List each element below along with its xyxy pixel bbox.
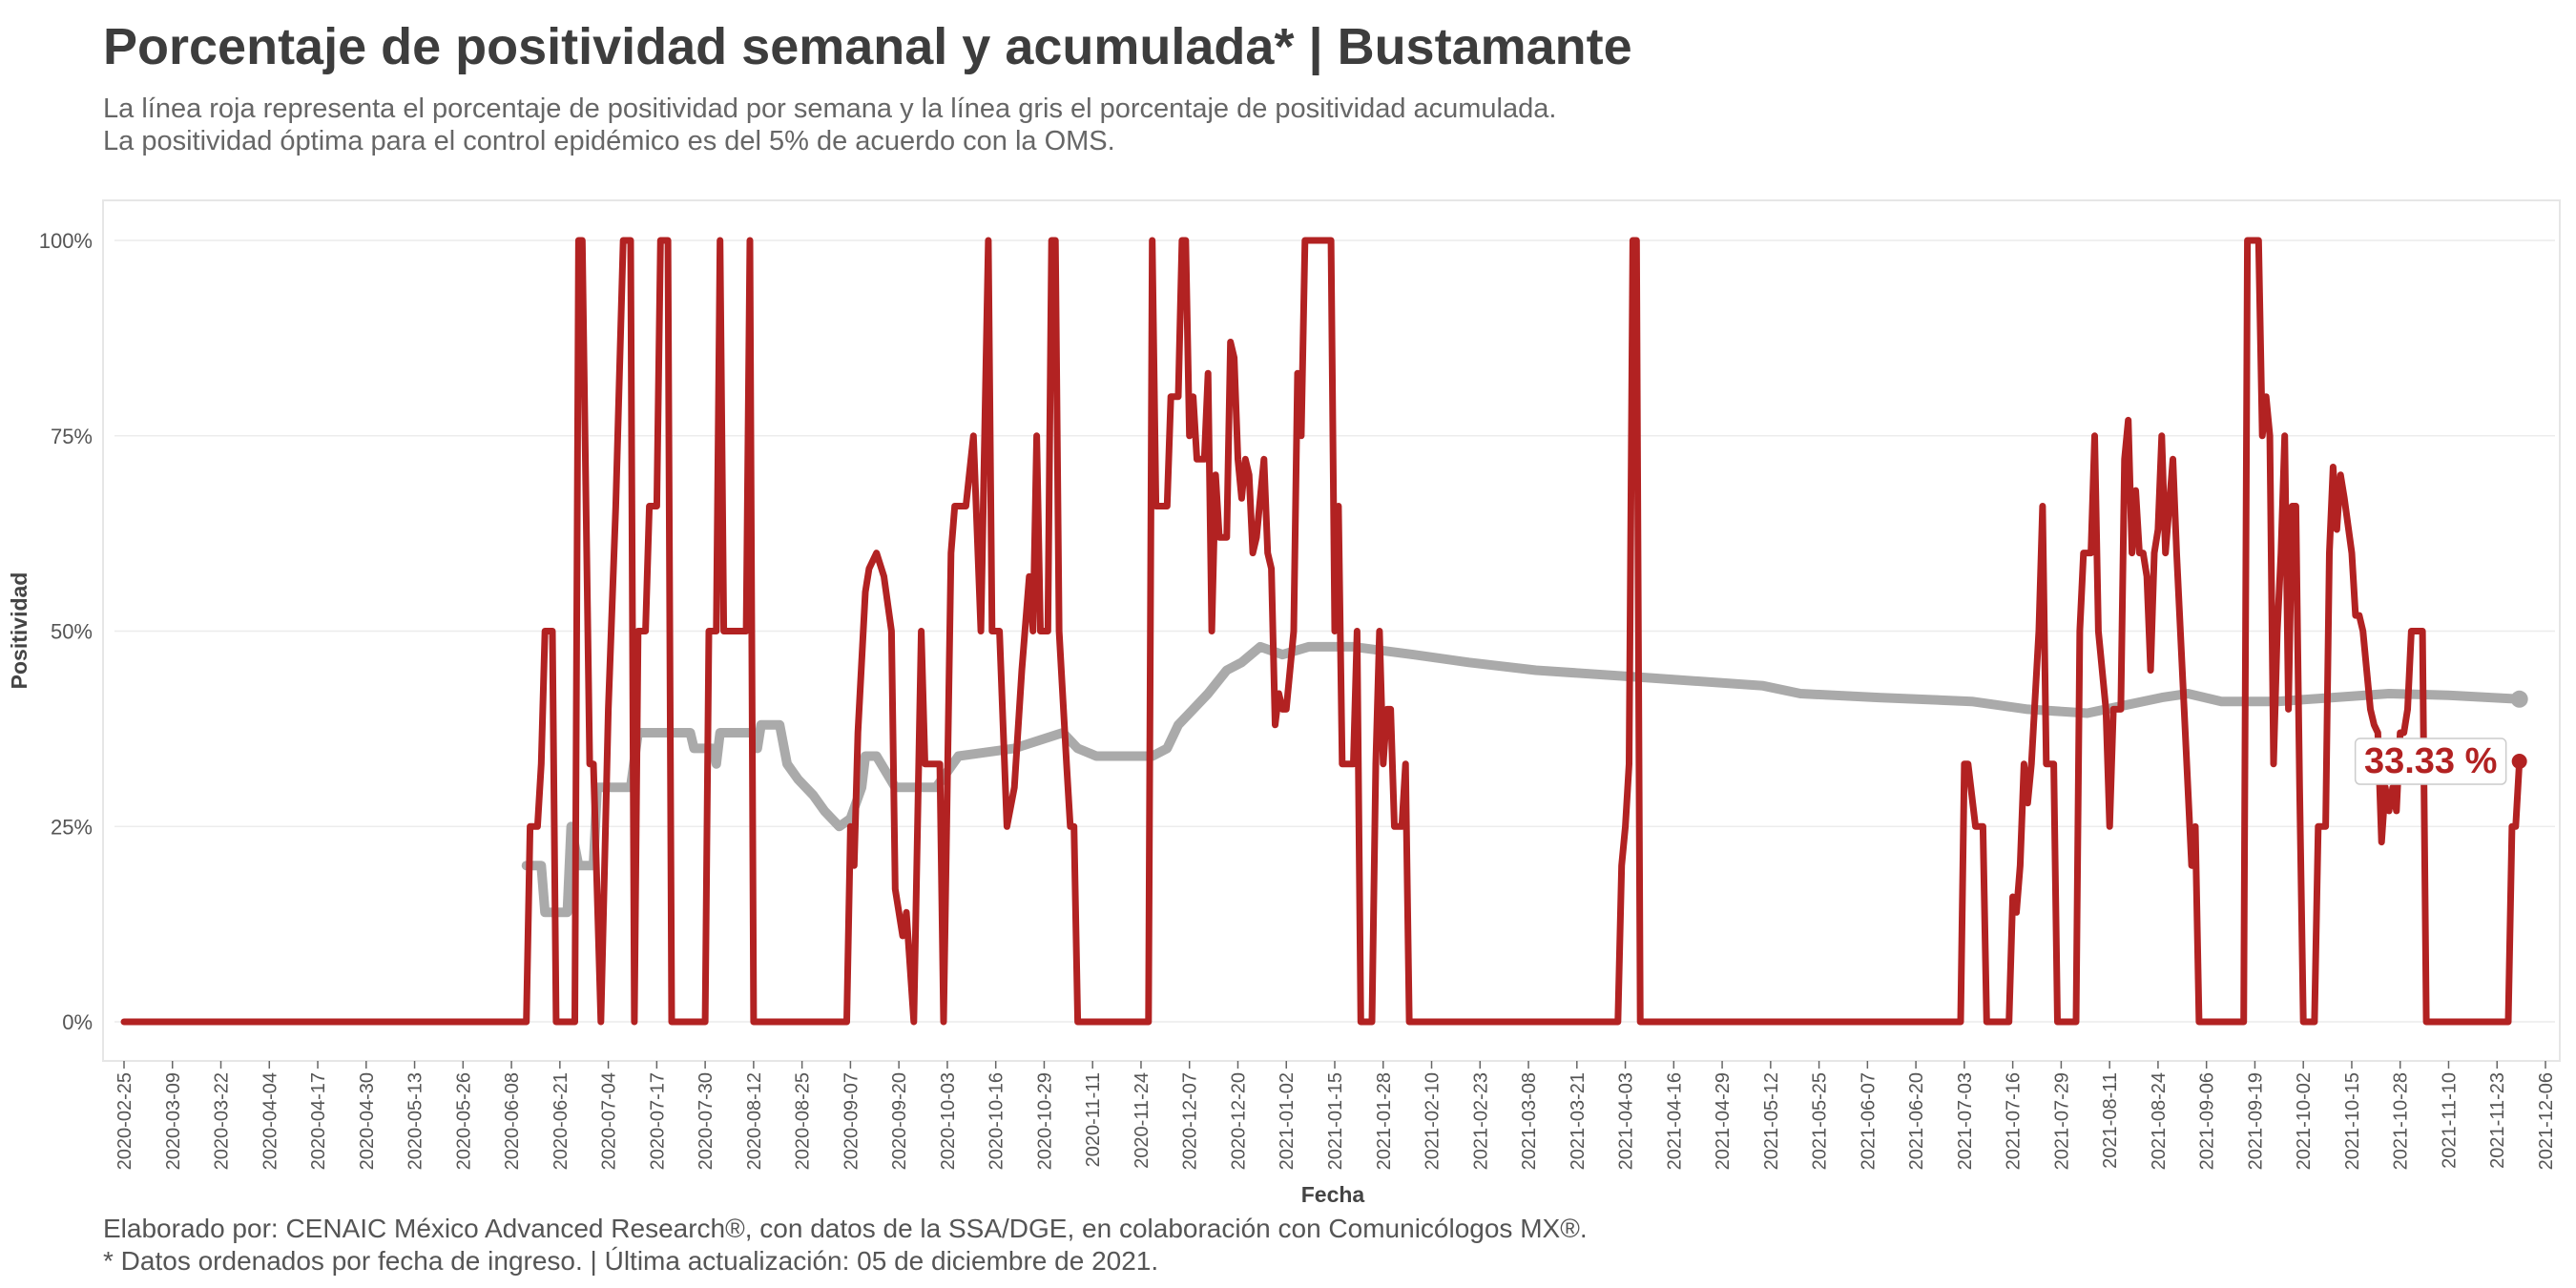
x-tick-label: 2021-04-16: [1664, 1072, 1685, 1170]
x-tick-label: 2020-03-22: [212, 1072, 233, 1170]
x-tick-label: 2020-09-07: [841, 1072, 862, 1170]
x-tick-label: 2020-06-08: [502, 1072, 523, 1170]
x-tick-label: 2020-04-04: [260, 1072, 280, 1170]
caption-notes: * Datos ordenados por fecha de ingreso. …: [103, 1246, 1159, 1276]
x-tick-label: 2021-10-02: [2294, 1072, 2315, 1170]
x-tick-label: 2021-08-24: [2149, 1072, 2170, 1170]
x-tick-label: 2020-11-24: [1132, 1072, 1153, 1169]
chart-subtitle-line1: La línea roja representa el porcentaje d…: [103, 93, 1557, 124]
x-tick-label: 2021-09-06: [2197, 1072, 2218, 1170]
x-tick-label: 2020-12-20: [1228, 1072, 1249, 1170]
x-axis: 2020-02-25 2020-03-09 2020-03-22 2020-04-04…: [114, 1061, 2557, 1170]
x-tick-label: 2020-12-07: [1180, 1072, 1201, 1170]
x-tick-label: 2020-04-30: [357, 1072, 378, 1170]
x-tick-label: 2020-08-12: [744, 1072, 765, 1170]
x-tick-label: 2021-03-08: [1519, 1072, 1540, 1170]
x-tick-label: 2021-01-02: [1277, 1072, 1298, 1170]
x-tick-label: 2021-10-28: [2391, 1072, 2412, 1170]
x-tick-label: 2021-12-06: [2536, 1072, 2557, 1170]
x-tick-label: 2020-07-17: [647, 1072, 668, 1170]
x-tick-label: 2021-07-03: [1955, 1072, 1976, 1170]
x-tick-label: 2020-08-25: [793, 1072, 814, 1170]
y-tick-label: 0%: [62, 1010, 93, 1034]
chart-title: Porcentaje de positividad semanal y acum…: [103, 18, 1632, 75]
x-tick-label: 2021-07-29: [2051, 1072, 2072, 1170]
weekly-end-point: [2511, 754, 2527, 770]
plot-frame: [102, 199, 2561, 1062]
y-tick-label: 25%: [51, 815, 93, 839]
x-tick-label: 2021-05-12: [1761, 1072, 1782, 1170]
x-tick-label: 2021-04-29: [1713, 1072, 1734, 1170]
end-label-box: [2354, 737, 2507, 785]
x-tick-label: 2021-10-15: [2342, 1072, 2363, 1170]
weekly-positivity-line: [120, 237, 2524, 1026]
x-tick-label: 2021-06-07: [1858, 1072, 1879, 1170]
cumulative-positivity-line: [521, 641, 2524, 918]
cumulative-end-point: [2510, 690, 2528, 708]
x-tick-label: 2020-07-04: [599, 1072, 620, 1170]
x-tick-label: 2021-03-21: [1568, 1072, 1589, 1170]
y-tick-label: 50%: [51, 620, 93, 644]
y-axis: 0% 25% 50% 75% 100%: [39, 229, 93, 1034]
x-tick-label: 2020-10-29: [1034, 1072, 1055, 1170]
x-tick-label: 2020-02-25: [114, 1072, 135, 1170]
x-tick-label: 2021-04-03: [1616, 1072, 1637, 1170]
x-tick-label: 2020-06-21: [551, 1072, 571, 1170]
caption-credits: Elaborado por: CENAIC México Advanced Re…: [103, 1214, 1588, 1243]
x-tick-label: 2020-05-26: [453, 1072, 474, 1170]
chart-subtitle-line2: La positividad óptima para el control ep…: [103, 126, 1115, 156]
x-tick-label: 2021-06-20: [1906, 1072, 1927, 1170]
x-tick-label: 2020-05-13: [405, 1072, 426, 1170]
x-tick-label: 2021-09-19: [2245, 1072, 2266, 1170]
x-tick-label: 2021-05-25: [1810, 1072, 1831, 1170]
x-tick-label: 2021-11-10: [2439, 1072, 2460, 1169]
x-tick-label: 2021-11-23: [2487, 1072, 2508, 1169]
end-value-label: 33.33 %: [2364, 741, 2497, 781]
y-tick-label: 100%: [39, 229, 93, 253]
series-lines: 33.33 %: [120, 237, 2528, 1026]
x-tick-label: 2020-10-03: [938, 1072, 959, 1170]
x-tick-label: 2020-04-17: [308, 1072, 329, 1170]
y-tick-label: 75%: [51, 425, 93, 448]
x-tick-label: 2021-07-16: [2004, 1072, 2025, 1170]
y-axis-label: Positividad: [7, 572, 31, 690]
x-tick-label: 2020-11-11: [1083, 1072, 1104, 1167]
x-tick-label: 2020-07-30: [696, 1072, 717, 1170]
x-tick-label: 2020-09-20: [889, 1072, 910, 1170]
x-tick-label: 2021-08-11: [2100, 1072, 2121, 1169]
x-tick-label: 2021-01-15: [1325, 1072, 1346, 1170]
x-tick-label: 2021-02-10: [1423, 1072, 1444, 1170]
x-tick-label: 2021-02-23: [1470, 1072, 1491, 1170]
x-tick-label: 2020-10-16: [987, 1072, 1008, 1170]
x-axis-label: Fecha: [1301, 1182, 1365, 1207]
x-tick-label: 2021-01-28: [1374, 1072, 1395, 1170]
x-tick-label: 2020-03-09: [163, 1072, 184, 1170]
